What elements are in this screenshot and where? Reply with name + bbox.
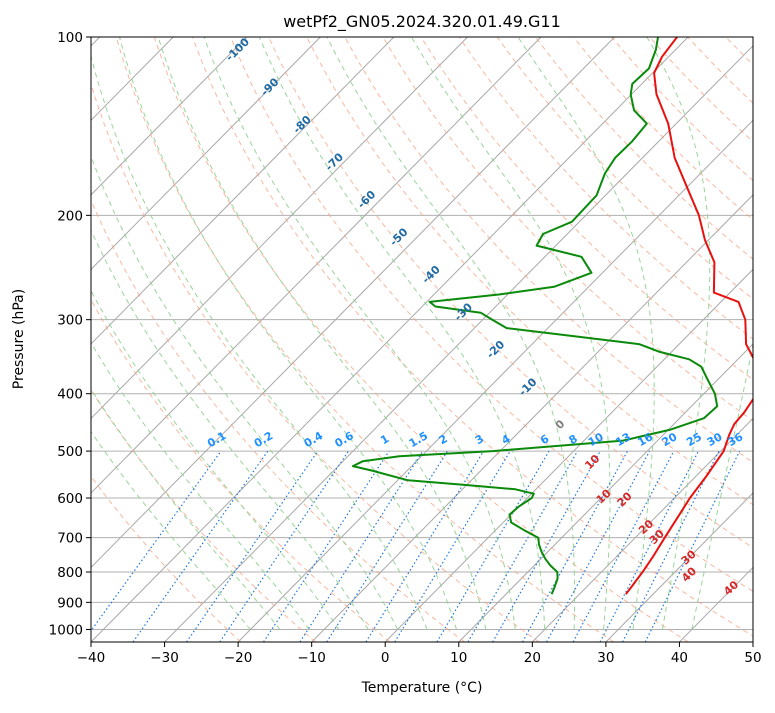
isotherm-label: -10 bbox=[516, 375, 540, 398]
moist-adiabat bbox=[57, 37, 397, 629]
mixing-ratio-label: 3 bbox=[473, 432, 486, 447]
dry-adiabat bbox=[726, 37, 775, 642]
background-lines bbox=[0, 37, 775, 642]
dry-adiabat bbox=[231, 37, 775, 642]
isotherm-label: -60 bbox=[355, 188, 379, 211]
isotherm-line bbox=[0, 37, 247, 642]
chart-title: wetPf2_GN05.2024.320.01.49.G11 bbox=[283, 12, 561, 32]
isotherm-label: -20 bbox=[484, 338, 508, 361]
mixing-ratio-label: 10 bbox=[586, 430, 606, 449]
isotherm-label: 20 bbox=[615, 489, 635, 509]
x-tick-label: 30 bbox=[597, 650, 614, 666]
x-tick-label: 20 bbox=[524, 650, 541, 666]
x-tick-label: 10 bbox=[450, 650, 467, 666]
x-tick-label: −20 bbox=[224, 650, 253, 666]
isotherm-line bbox=[0, 37, 541, 642]
dry-adiabat-label: 10 bbox=[594, 486, 614, 506]
dry-adiabat bbox=[269, 37, 775, 642]
dry-adiabat-label: 40 bbox=[721, 578, 741, 598]
mixing-ratio-label: 13 bbox=[613, 430, 633, 449]
isotherm-label: 40 bbox=[679, 564, 699, 584]
mixing-ratio-label: 30 bbox=[705, 430, 725, 449]
x-tick-label: 50 bbox=[744, 650, 761, 666]
moist-adiabat bbox=[0, 37, 251, 629]
mixing-ratio-label: 36 bbox=[725, 430, 745, 449]
y-tick-label: 700 bbox=[57, 531, 83, 547]
isotherm-line bbox=[0, 37, 468, 642]
mixing-ratio-label: 0.4 bbox=[302, 429, 326, 450]
isotherm-label: 10 bbox=[582, 452, 602, 472]
isotherm-line bbox=[459, 37, 775, 642]
dry-adiabat bbox=[764, 37, 775, 642]
moist-adiabat bbox=[204, 37, 515, 629]
isotherm-label: -30 bbox=[452, 300, 476, 323]
x-tick-label: 40 bbox=[671, 650, 688, 666]
mixing-ratio-line bbox=[220, 451, 349, 642]
isotherm-label: -100 bbox=[223, 35, 252, 64]
isotherm-label: -40 bbox=[420, 263, 444, 286]
x-tick-label: −40 bbox=[77, 650, 106, 666]
isotherm-label: -80 bbox=[291, 113, 315, 136]
mixing-ratio-label: 6 bbox=[538, 432, 551, 447]
line-labels: -100-90-80-70-60-50-40-30-20-10010203040… bbox=[205, 35, 745, 598]
mixing-ratio-line bbox=[264, 451, 390, 642]
isotherm-label: -70 bbox=[323, 150, 347, 173]
y-tick-label: 900 bbox=[57, 595, 83, 611]
mixing-ratio-label: 25 bbox=[684, 430, 704, 449]
x-tick-label: 0 bbox=[381, 650, 390, 666]
y-tick-label: 1000 bbox=[49, 622, 83, 638]
y-tick-label: 300 bbox=[57, 313, 83, 329]
mixing-ratio-line bbox=[187, 451, 318, 642]
y-tick-label: 800 bbox=[57, 565, 83, 581]
mixing-ratio-label: 2 bbox=[437, 432, 450, 447]
x-axis-label: Temperature (°C) bbox=[361, 680, 483, 696]
dry-adiabat bbox=[345, 37, 775, 642]
isotherm-label: -50 bbox=[387, 225, 411, 248]
y-tick-label: 600 bbox=[57, 491, 83, 507]
y-tick-label: 200 bbox=[57, 208, 83, 224]
dry-adiabat bbox=[535, 37, 775, 642]
mixing-ratio-label: 1.5 bbox=[407, 429, 430, 450]
dry-adiabat bbox=[497, 37, 775, 642]
isotherm-line bbox=[532, 37, 775, 642]
x-tick-label: −30 bbox=[150, 650, 179, 666]
moist-adiabat bbox=[120, 37, 457, 629]
mixing-ratio-line bbox=[437, 451, 549, 642]
moist-adiabat bbox=[692, 37, 775, 629]
mixing-ratio-label: 0.6 bbox=[333, 429, 357, 450]
mixing-ratio-label: 1 bbox=[378, 432, 391, 447]
isotherm-line bbox=[238, 37, 775, 642]
dry-adiabat bbox=[2, 37, 390, 642]
y-tick-label: 400 bbox=[57, 387, 83, 403]
mixing-ratio-line bbox=[493, 451, 601, 642]
moist-adiabat bbox=[327, 37, 574, 629]
isotherm-line bbox=[312, 37, 775, 642]
dry-adiabat bbox=[192, 37, 763, 642]
isotherm-line bbox=[0, 37, 394, 642]
moist-adiabat bbox=[0, 37, 280, 629]
dry-adiabat bbox=[459, 37, 775, 642]
moist-adiabat bbox=[86, 37, 427, 629]
isotherm-line bbox=[679, 37, 775, 642]
dry-adiabat bbox=[612, 37, 775, 642]
dry-adiabat bbox=[0, 37, 241, 642]
isotherm-label-zero: 0 bbox=[553, 417, 568, 432]
y-tick-label: 500 bbox=[57, 444, 83, 460]
x-tick-label: −10 bbox=[297, 650, 326, 666]
mixing-ratio-label: 20 bbox=[660, 430, 680, 449]
mixing-ratio-line bbox=[327, 451, 448, 642]
isotherm-line bbox=[385, 37, 775, 642]
mixing-ratio-line bbox=[366, 451, 484, 642]
isotherm-line bbox=[753, 37, 775, 642]
dry-adiabat bbox=[116, 37, 614, 642]
moist-adiabat bbox=[0, 37, 309, 629]
y-axis-label: Pressure (hPa) bbox=[11, 289, 27, 389]
mixing-ratio-line bbox=[523, 451, 628, 642]
y-tick-label: 100 bbox=[57, 30, 83, 46]
